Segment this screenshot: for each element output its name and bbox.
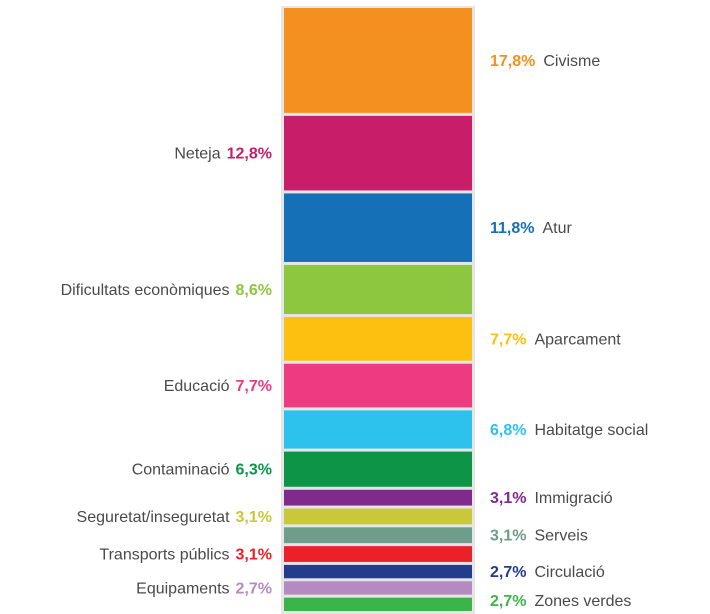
value-label: 2,7%	[236, 581, 272, 598]
segment	[284, 546, 472, 562]
value-label: 6,3%	[236, 462, 272, 479]
value-label: 3,1%	[490, 528, 526, 545]
category-label: Neteja	[174, 146, 220, 163]
segment	[284, 564, 472, 579]
segment-label: Dificultats econòmiques 8,6%	[61, 282, 272, 299]
segment-label: 17,8% Civisme	[490, 53, 600, 70]
segment-label: Equipaments 2,7%	[136, 581, 272, 598]
category-label: Zones verdes	[534, 593, 631, 610]
segment-label: Neteja 12,8%	[174, 146, 272, 163]
segment	[284, 8, 472, 113]
value-label: 12,8%	[227, 146, 272, 163]
category-label: Immigració	[534, 490, 612, 507]
segment	[284, 363, 472, 408]
segment-label: 6,8% Habitatge social	[490, 422, 648, 439]
category-label: Dificultats econòmiques	[61, 282, 230, 299]
category-label: Equipaments	[136, 581, 229, 598]
category-label: Serveis	[534, 528, 587, 545]
segment-label: 7,7% Aparcament	[490, 332, 621, 349]
category-label: Habitatge social	[534, 422, 648, 439]
segment-label: Contaminació 6,3%	[132, 462, 272, 479]
segment	[284, 508, 472, 525]
segment-label: 2,7% Circulació	[490, 564, 605, 581]
segment-label: 11,8% Atur	[490, 220, 573, 237]
category-label: Educació	[164, 378, 230, 395]
category-label: Atur	[542, 220, 572, 237]
segment	[284, 489, 472, 506]
value-label: 3,1%	[236, 509, 272, 526]
segment	[284, 451, 472, 487]
value-label: 8,6%	[236, 282, 272, 299]
value-label: 7,7%	[236, 378, 272, 395]
value-label: 2,7%	[490, 593, 526, 610]
segment-label: 2,7% Zones verdes	[490, 593, 631, 610]
category-label: Seguretat/inseguretat	[77, 509, 231, 526]
value-label: 11,8%	[490, 220, 534, 237]
segment	[284, 193, 472, 262]
segment	[284, 527, 472, 544]
segment	[284, 317, 472, 361]
segment	[284, 410, 472, 449]
category-label: Civisme	[543, 53, 600, 70]
segment	[284, 115, 472, 191]
segment-label: Educació 7,7%	[164, 378, 272, 395]
segment	[284, 581, 472, 595]
category-label: Aparcament	[534, 332, 621, 349]
segment-label: Transports públics 3,1%	[99, 547, 272, 564]
category-label: Circulació	[534, 564, 604, 581]
value-label: 6,8%	[490, 422, 526, 439]
segment	[284, 597, 472, 611]
value-label: 3,1%	[236, 547, 272, 564]
segment-label: 3,1% Immigració	[490, 490, 613, 507]
category-label: Transports públics	[99, 547, 229, 564]
value-label: 3,1%	[490, 490, 526, 507]
value-label: 7,7%	[490, 332, 526, 349]
category-label: Contaminació	[132, 462, 230, 479]
segment-label: 3,1% Serveis	[490, 528, 588, 545]
segment-label: Seguretat/inseguretat 3,1%	[77, 509, 272, 526]
value-label: 2,7%	[490, 564, 526, 581]
segment	[284, 264, 472, 315]
value-label: 17,8%	[490, 53, 535, 70]
